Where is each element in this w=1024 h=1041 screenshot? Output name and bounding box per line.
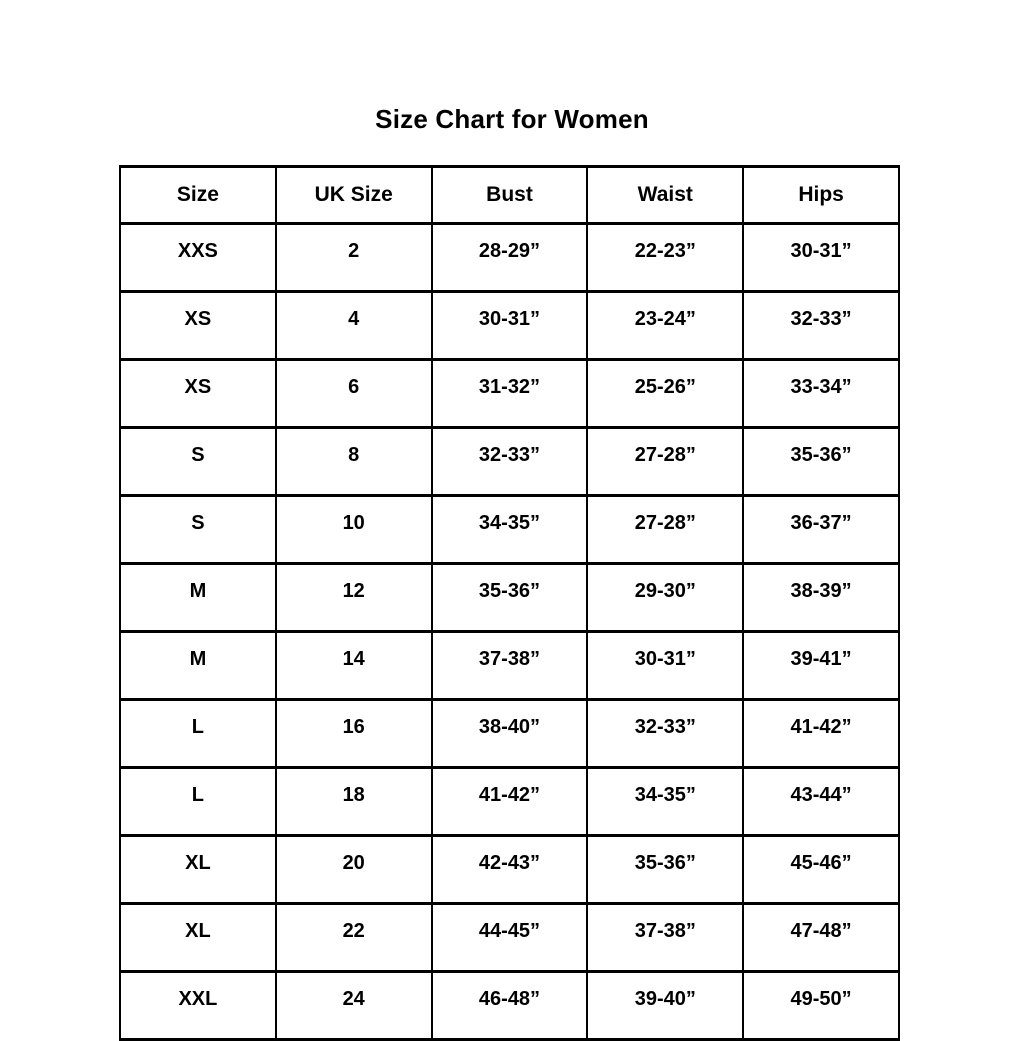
table-cell: 29-30” — [586, 562, 745, 633]
table-cell: 14 — [274, 630, 433, 701]
table-cell: 8 — [274, 426, 433, 497]
table-cell: 32-33” — [586, 698, 745, 769]
table-cell: 35-36” — [742, 426, 900, 497]
table-row: XXL 24 46-48” 39-40” 49-50” — [119, 970, 900, 1041]
table-cell: 32-33” — [742, 290, 900, 361]
table-cell: 33-34” — [742, 358, 900, 429]
table-cell: 23-24” — [586, 290, 745, 361]
table-cell: 34-35” — [586, 766, 745, 837]
table-cell: 6 — [274, 358, 433, 429]
table-cell: L — [119, 698, 277, 769]
table-cell: 31-32” — [430, 358, 589, 429]
table-cell: 41-42” — [742, 698, 900, 769]
size-table-head: Size UK Size Bust Waist Hips — [119, 165, 900, 225]
table-cell: 30-31” — [430, 290, 589, 361]
table-row: S 10 34-35” 27-28” 36-37” — [119, 494, 900, 565]
table-cell: M — [119, 630, 277, 701]
table-cell: 25-26” — [586, 358, 745, 429]
table-cell: 39-40” — [586, 970, 745, 1041]
table-cell: 45-46” — [742, 834, 900, 905]
table-row: M 14 37-38” 30-31” 39-41” — [119, 630, 900, 701]
table-cell: 38-40” — [430, 698, 589, 769]
table-cell: 2 — [274, 222, 433, 293]
table-cell: 12 — [274, 562, 433, 633]
table-cell: 46-48” — [430, 970, 589, 1041]
table-cell: S — [119, 494, 277, 565]
size-chart-table: Size UK Size Bust Waist Hips XXS 2 28-29” 22-23… — [119, 165, 900, 1041]
table-cell: 28-29” — [430, 222, 589, 293]
size-table-head-row: Size UK Size Bust Waist Hips — [119, 165, 900, 225]
table-row: L 16 38-40” 32-33” 41-42” — [119, 698, 900, 769]
table-cell: 43-44” — [742, 766, 900, 837]
table-row: M 12 35-36” 29-30” 38-39” — [119, 562, 900, 633]
column-header-waist: Waist — [586, 165, 745, 225]
table-cell: 32-33” — [430, 426, 589, 497]
table-cell: 30-31” — [586, 630, 745, 701]
table-cell: XS — [119, 290, 277, 361]
table-cell: 42-43” — [430, 834, 589, 905]
table-row: XS 4 30-31” 23-24” 32-33” — [119, 290, 900, 361]
table-cell: 30-31” — [742, 222, 900, 293]
table-cell: 38-39” — [742, 562, 900, 633]
table-cell: 20 — [274, 834, 433, 905]
table-row: XL 20 42-43” 35-36” 45-46” — [119, 834, 900, 905]
table-cell: XXS — [119, 222, 277, 293]
table-cell: 36-37” — [742, 494, 900, 565]
table-cell: 24 — [274, 970, 433, 1041]
table-cell: L — [119, 766, 277, 837]
table-row: XXS 2 28-29” 22-23” 30-31” — [119, 222, 900, 293]
table-cell: 35-36” — [430, 562, 589, 633]
table-cell: 4 — [274, 290, 433, 361]
table-cell: XL — [119, 902, 277, 973]
table-cell: 41-42” — [430, 766, 589, 837]
table-cell: 22-23” — [586, 222, 745, 293]
table-cell: 47-48” — [742, 902, 900, 973]
table-row: L 18 41-42” 34-35” 43-44” — [119, 766, 900, 837]
table-cell: 10 — [274, 494, 433, 565]
column-header-uk-size: UK Size — [274, 165, 433, 225]
column-header-bust: Bust — [430, 165, 589, 225]
table-cell: 49-50” — [742, 970, 900, 1041]
table-cell: M — [119, 562, 277, 633]
table-cell: XL — [119, 834, 277, 905]
table-row: S 8 32-33” 27-28” 35-36” — [119, 426, 900, 497]
table-cell: 37-38” — [586, 902, 745, 973]
table-row: XL 22 44-45” 37-38” 47-48” — [119, 902, 900, 973]
table-cell: 16 — [274, 698, 433, 769]
table-cell: 39-41” — [742, 630, 900, 701]
column-header-hips: Hips — [742, 165, 900, 225]
table-cell: 34-35” — [430, 494, 589, 565]
page-title: Size Chart for Women — [375, 104, 649, 134]
table-cell: XS — [119, 358, 277, 429]
column-header-size: Size — [119, 165, 277, 225]
table-cell: 27-28” — [586, 426, 745, 497]
table-cell: S — [119, 426, 277, 497]
table-cell: 37-38” — [430, 630, 589, 701]
table-cell: 18 — [274, 766, 433, 837]
table-cell: XXL — [119, 970, 277, 1041]
table-cell: 44-45” — [430, 902, 589, 973]
table-cell: 35-36” — [586, 834, 745, 905]
size-table-body: XXS 2 28-29” 22-23” 30-31” XS 4 30-31” 23-24” 32-… — [119, 222, 900, 1041]
table-cell: 22 — [274, 902, 433, 973]
table-row: XS 6 31-32” 25-26” 33-34” — [119, 358, 900, 429]
table-cell: 27-28” — [586, 494, 745, 565]
